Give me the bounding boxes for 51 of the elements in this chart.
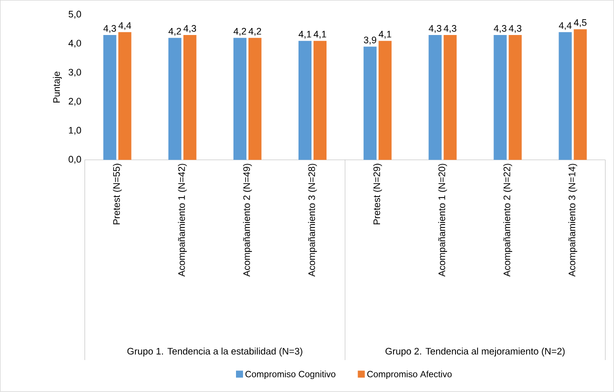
data-label: 4,1 xyxy=(378,31,392,39)
bar xyxy=(364,46,377,160)
text: Grupo 2. Tendencia al mejoramiento (N=2) xyxy=(386,348,565,357)
data-label: 4,5 xyxy=(574,19,586,28)
x-tick-label: Acompañamiento 2 (N=22) xyxy=(503,164,512,277)
data-label: 4,4 xyxy=(558,22,572,30)
data-label: 4,3 xyxy=(444,25,456,33)
legend-label: Compromiso Cognitivo xyxy=(245,370,336,380)
bar xyxy=(233,38,246,160)
x-tick-label: Acompañamiento 3 (N=14) xyxy=(568,164,578,277)
data-label: 4,1 xyxy=(314,31,326,39)
text: Grupo 1. Tendencia a la estabilidad (N=3) xyxy=(127,348,302,357)
y-tick-label: 2,0 xyxy=(68,98,82,106)
y-tick-label: 3,0 xyxy=(68,68,82,77)
data-label: 4,3 xyxy=(428,25,442,33)
bar xyxy=(168,38,182,160)
y-tick-label: 4,0 xyxy=(68,40,82,48)
legend-label: Compromiso Afectivo xyxy=(367,370,452,380)
bar xyxy=(248,38,262,160)
bar xyxy=(558,32,572,160)
data-label: 4,3 xyxy=(508,25,522,33)
bar xyxy=(298,40,312,160)
bar xyxy=(103,35,116,160)
x-tick-label: Acompañamiento 1 (N=42) xyxy=(178,164,187,277)
bar xyxy=(574,29,587,160)
bar xyxy=(378,40,392,160)
data-label: 4,3 xyxy=(103,25,116,33)
bar xyxy=(494,35,507,160)
data-label: 4,2 xyxy=(168,28,181,36)
x-tick-label: Pretest (N=55) xyxy=(112,164,122,224)
data-label: 4,2 xyxy=(248,28,262,36)
data-label: 4,1 xyxy=(298,31,312,39)
x-tick-label: Acompañamiento 3 (N=28) xyxy=(308,164,317,277)
bar xyxy=(428,35,442,160)
data-label: 4,2 xyxy=(234,28,246,36)
y-tick-label: 1,0 xyxy=(68,127,82,135)
x-tick-label: Acompañamiento 2 (N=49) xyxy=(243,164,252,277)
x-tick-label: Acompañamiento 1 (N=20) xyxy=(438,164,448,277)
bar xyxy=(508,35,522,160)
y-axis-title: Puntaje xyxy=(52,72,62,103)
y-tick-label: 5,0 xyxy=(68,10,82,19)
x-tick-label: Pretest (N=29) xyxy=(373,164,382,224)
bar xyxy=(118,32,132,160)
data-label: 4,4 xyxy=(118,22,132,30)
bar xyxy=(183,35,196,160)
data-label: 3,9 xyxy=(364,36,376,45)
bar xyxy=(444,35,457,160)
data-label: 4,3 xyxy=(494,25,506,33)
y-tick-label: 0,0 xyxy=(68,156,82,164)
bar xyxy=(314,40,327,160)
data-label: 4,3 xyxy=(184,25,196,33)
